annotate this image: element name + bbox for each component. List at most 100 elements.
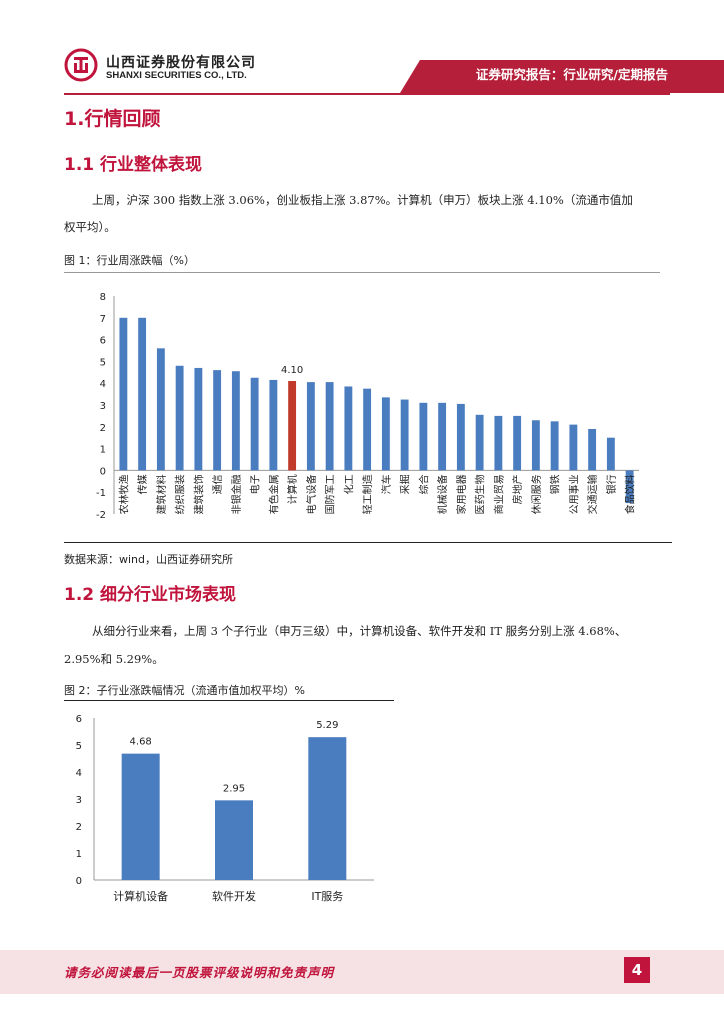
x-tick-label: 家用电器 xyxy=(455,474,468,514)
bar-17 xyxy=(419,402,428,471)
y-tick-label: 4 xyxy=(100,379,106,390)
page-number: 4 xyxy=(624,957,650,983)
company-name-en: SHANXI SECURITIES CO., LTD. xyxy=(106,70,247,81)
x-tick-label: 软件开发 xyxy=(212,889,256,903)
bar-13 xyxy=(344,386,353,471)
figure-1-caption: 图 1：行业周涨跌幅（%） xyxy=(64,254,195,267)
x-tick-label: 纺织服装 xyxy=(174,474,187,514)
y-tick-label: -1 xyxy=(96,488,106,499)
x-tick-label: 休闲服务 xyxy=(530,474,543,514)
section-title-1: 1.行情回顾 xyxy=(64,108,161,130)
bar-4 xyxy=(175,365,184,471)
header-band xyxy=(400,60,724,93)
x-tick-label: 农林牧渔 xyxy=(117,474,130,514)
x-tick-label: 有色金属 xyxy=(267,474,280,514)
data-label: 5.29 xyxy=(316,720,338,731)
bar-2 xyxy=(215,800,253,880)
bar-12 xyxy=(325,382,334,471)
y-tick-label: 3 xyxy=(76,795,82,806)
x-tick-label: 通信 xyxy=(212,474,224,494)
company-name-cn: 山西证券股份有限公司 xyxy=(106,55,256,71)
bar-16 xyxy=(400,399,409,471)
x-tick-label: 计算机设备 xyxy=(113,889,168,903)
y-tick-label: 3 xyxy=(100,401,106,412)
bar-3 xyxy=(156,348,165,471)
bar-6 xyxy=(213,370,222,471)
y-tick-label: 6 xyxy=(100,336,106,347)
x-tick-label: 计算机 xyxy=(286,474,299,504)
paragraph-1-2-line2: 2.95%和 5.29%。 xyxy=(64,652,164,666)
bar-25 xyxy=(569,424,578,471)
report-type: 证券研究报告：行业研究/定期报告 xyxy=(475,67,668,82)
x-tick-label: 采掘 xyxy=(399,474,412,494)
bar-11 xyxy=(306,382,315,471)
x-tick-label: 银行 xyxy=(605,474,618,494)
bar-8 xyxy=(250,377,259,471)
x-tick-label: 轻工制造 xyxy=(361,474,374,514)
y-tick-label: 2 xyxy=(100,423,106,434)
data-label: 2.95 xyxy=(223,783,245,794)
header-divider xyxy=(64,93,670,95)
x-tick-label: 非银金融 xyxy=(230,474,243,514)
x-tick-label: 公用事业 xyxy=(567,474,580,514)
y-tick-label: 5 xyxy=(100,357,106,368)
y-tick-label: 5 xyxy=(76,741,82,752)
figure-1-source: 数据来源：wind，山西证券研究所 xyxy=(64,553,234,566)
bar-20 xyxy=(475,414,484,471)
y-tick-label: 1 xyxy=(100,445,106,456)
bar-2 xyxy=(138,317,147,471)
x-tick-label: 机械设备 xyxy=(436,474,449,514)
x-tick-label: 医药生物 xyxy=(474,474,487,514)
figure-2-top-rule xyxy=(64,700,394,701)
bar-19 xyxy=(456,403,465,471)
data-label: 4.68 xyxy=(130,737,152,748)
footer-disclaimer: 请务必阅读最后一页股票评级说明和免责声明 xyxy=(64,965,335,980)
bar-24 xyxy=(550,421,559,471)
bar-15 xyxy=(381,397,390,471)
paragraph-1-2-line1: 从细分行业来看，上周 3 个子行业（申万三级）中，计算机设备、软件开发和 IT … xyxy=(92,624,627,638)
bar-21 xyxy=(494,415,503,471)
y-tick-label: 1 xyxy=(76,849,82,860)
footer-band xyxy=(0,950,724,994)
y-tick-label: 0 xyxy=(76,876,82,887)
figure-2-caption: 图 2：子行业涨跌幅情况（流通市值加权平均）% xyxy=(64,684,305,697)
x-tick-label: 传媒 xyxy=(137,474,149,494)
x-tick-label: 建筑装饰 xyxy=(192,474,205,514)
bar-28 xyxy=(625,470,634,504)
y-tick-label: -2 xyxy=(96,510,106,521)
paragraph-1-1-line1: 上周，沪深 300 指数上涨 3.06%，创业板指上涨 3.87%。计算机（申万… xyxy=(92,193,633,207)
y-tick-label: 2 xyxy=(76,822,82,833)
x-tick-label: 综合 xyxy=(417,474,430,494)
figure-2-chart: 0 1 2 3 4 5 6 4.68 计算机设备 2.95 软件开发 5.29 IT服务 xyxy=(76,714,374,903)
bar-10 xyxy=(288,381,297,471)
x-tick-label: 钢铁 xyxy=(549,474,562,494)
y-tick-label: 6 xyxy=(76,714,82,725)
x-tick-label: 电子 xyxy=(249,474,262,494)
bar-5 xyxy=(194,367,203,471)
bar-7 xyxy=(231,371,240,471)
y-tick-label: 4 xyxy=(76,768,82,779)
bar-22 xyxy=(513,415,522,471)
x-tick-label: 国防军工 xyxy=(324,474,337,514)
bar-27 xyxy=(606,437,615,471)
x-tick-label: 食品饮料 xyxy=(624,474,637,514)
x-tick-label: 化工 xyxy=(342,474,355,494)
bar-26 xyxy=(588,428,597,471)
paragraph-1-1-line2: 权平均）。 xyxy=(64,220,116,234)
y-tick-label: 0 xyxy=(100,466,106,477)
x-tick-label: 交通运输 xyxy=(586,474,599,514)
figure-1-chart: -2 -1 0 1 2 3 4 5 6 7 8 农林牧渔 传媒 建筑材料 纺织服装 建筑装饰 通信 非银金融 电子有… xyxy=(96,292,639,521)
bar-1 xyxy=(121,753,160,880)
section-title-1-1: 1.1 行业整体表现 xyxy=(64,155,203,175)
bar-14 xyxy=(363,388,372,471)
bar-1 xyxy=(119,317,128,471)
section-title-1-2: 1.2 细分行业市场表现 xyxy=(64,585,237,605)
x-tick-label: 房地产 xyxy=(511,474,524,504)
bar-18 xyxy=(438,402,447,471)
x-tick-label: 建筑材料 xyxy=(155,474,168,514)
company-logo-icon xyxy=(64,48,98,82)
highlight-data-label: 4.10 xyxy=(281,365,303,376)
x-tick-label: 汽车 xyxy=(380,474,393,494)
bar-3 xyxy=(308,737,347,880)
x-tick-label: 商业贸易 xyxy=(492,474,505,514)
